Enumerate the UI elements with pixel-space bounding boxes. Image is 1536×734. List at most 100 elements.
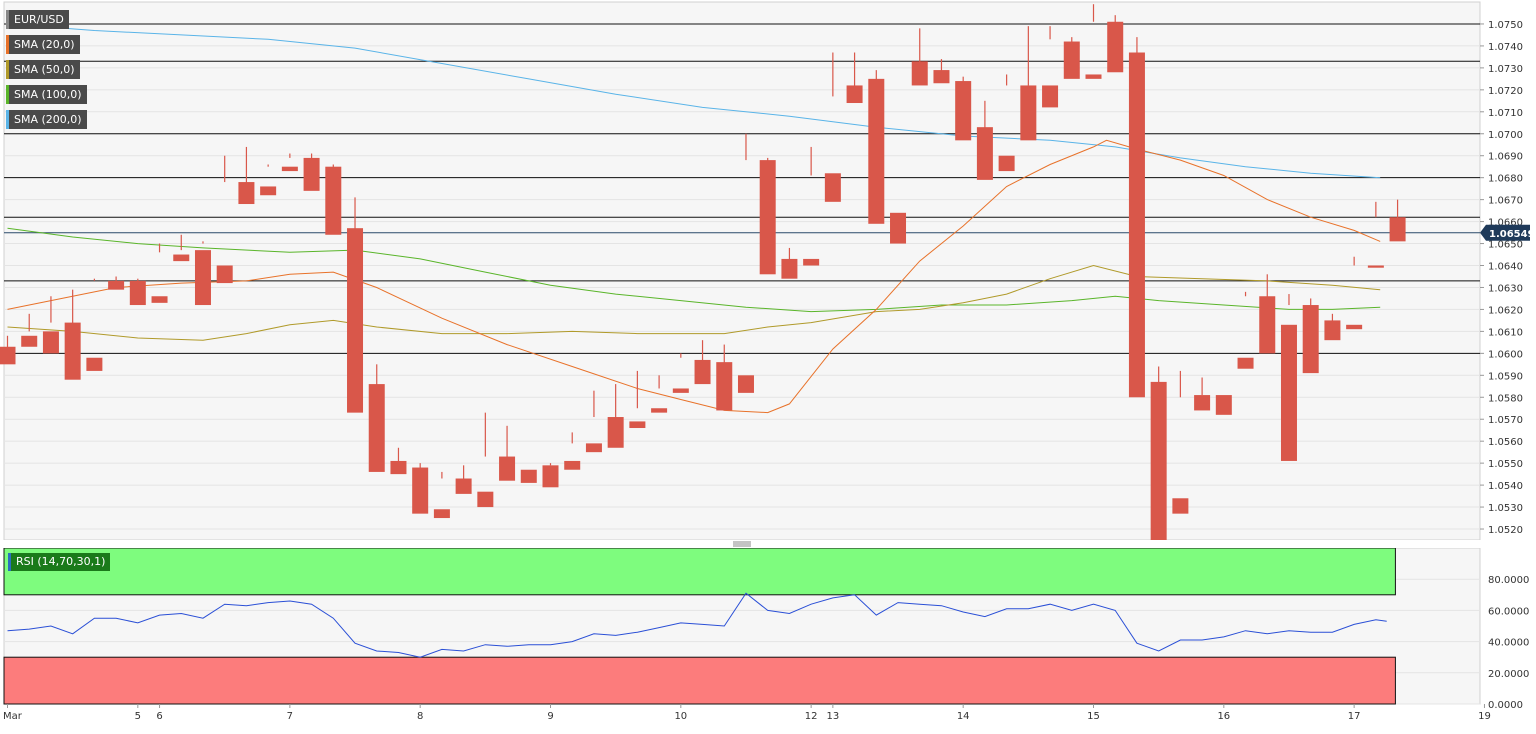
candle-body[interactable]: [803, 258, 820, 266]
candle-body[interactable]: [824, 173, 841, 202]
candle-body[interactable]: [564, 460, 581, 470]
legend-sma50[interactable]: SMA (50,0): [6, 60, 87, 79]
candle-body[interactable]: [607, 417, 624, 448]
candle-body[interactable]: [0, 346, 16, 365]
candle-body[interactable]: [998, 155, 1015, 172]
candle-body[interactable]: [955, 81, 972, 141]
price-tick-label: 1.0520: [1488, 525, 1523, 536]
candle-body[interactable]: [651, 408, 668, 413]
time-tick-label: 15: [1087, 711, 1100, 722]
candle-body[interactable]: [1194, 395, 1211, 411]
candle-body[interactable]: [1128, 52, 1145, 398]
candle-body[interactable]: [173, 254, 190, 262]
candle-body[interactable]: [716, 362, 733, 411]
legend-sma100[interactable]: SMA (100,0): [6, 85, 87, 104]
candle-body[interactable]: [1107, 21, 1124, 73]
candle-body[interactable]: [303, 157, 320, 191]
candle-body[interactable]: [1150, 381, 1167, 540]
candle-body[interactable]: [520, 469, 537, 483]
candle-body[interactable]: [151, 296, 168, 303]
price-tick-label: 1.0570: [1488, 415, 1523, 426]
candle-body[interactable]: [1237, 357, 1254, 369]
candle-body[interactable]: [260, 186, 277, 196]
time-tick-label: 19: [1478, 711, 1491, 722]
symbol-tag: EUR/USD: [6, 10, 87, 29]
candle-body[interactable]: [890, 212, 907, 244]
candle-body[interactable]: [433, 509, 450, 519]
sma50-label: SMA (50,0): [9, 60, 80, 79]
time-tick-label: 5: [135, 711, 141, 722]
candle-body[interactable]: [129, 280, 146, 306]
candle-body[interactable]: [1172, 498, 1189, 514]
time-tick-label: 7: [287, 711, 293, 722]
candle-body[interactable]: [368, 384, 385, 472]
candle-body[interactable]: [86, 357, 103, 371]
legend-sma20[interactable]: SMA (20,0): [6, 35, 87, 54]
candle-body[interactable]: [1302, 305, 1319, 374]
candle-body[interactable]: [781, 258, 798, 279]
rsi-overbought-zone: [3, 547, 1396, 596]
rsi-tick-label: 60.0000: [1488, 606, 1529, 617]
sma50-swatch: [6, 60, 9, 79]
candle-body[interactable]: [1020, 85, 1037, 141]
sma50-line: [7, 264, 1381, 341]
rsi-tick-label: 80.0000: [1488, 575, 1529, 586]
candle-body[interactable]: [64, 322, 81, 380]
price-tick-label: 1.0640: [1488, 262, 1523, 273]
candle-body[interactable]: [108, 280, 125, 290]
panel-splitter-handle[interactable]: [0, 540, 1536, 548]
price-tick-label: 1.0550: [1488, 459, 1523, 470]
candle-body[interactable]: [21, 335, 38, 347]
sma20-label: SMA (20,0): [9, 35, 80, 54]
candle-body[interactable]: [629, 421, 646, 429]
candle-body[interactable]: [759, 160, 776, 275]
price-tick-label: 1.0540: [1488, 481, 1523, 492]
last-price-label: 1.06549: [1489, 229, 1535, 240]
price-tick-label: 1.0700: [1488, 130, 1523, 141]
rsi-legend[interactable]: RSI (14,70,30,1): [8, 553, 111, 571]
candle-body[interactable]: [412, 467, 429, 514]
candle-body[interactable]: [1346, 324, 1363, 330]
candle-body[interactable]: [1280, 324, 1297, 461]
time-axis: Mar 5 6 7 8 9 10 12 13 14 15 16 17 19: [3, 704, 1491, 722]
candle-body[interactable]: [542, 465, 559, 488]
candle-body[interactable]: [281, 166, 298, 172]
sma200-swatch: [6, 110, 9, 129]
price-tick-label: 1.0730: [1488, 64, 1523, 75]
candle-body[interactable]: [585, 443, 602, 453]
candle-body[interactable]: [1324, 320, 1341, 341]
price-tick-label: 1.0610: [1488, 327, 1523, 338]
candles[interactable]: [0, 4, 1406, 540]
candle-body[interactable]: [1389, 217, 1406, 242]
candle-body[interactable]: [347, 228, 364, 413]
candle-body[interactable]: [1063, 41, 1080, 79]
candle-body[interactable]: [1042, 85, 1059, 108]
horizontal-levels: [4, 23, 1480, 354]
candle-body[interactable]: [1367, 265, 1384, 268]
candle-body[interactable]: [477, 491, 494, 508]
candle-body[interactable]: [1085, 74, 1102, 79]
candle-body[interactable]: [499, 456, 516, 481]
candle-body[interactable]: [911, 61, 928, 86]
candle-body[interactable]: [868, 78, 885, 224]
candle-body[interactable]: [672, 388, 689, 393]
price-tick-label: 1.0660: [1488, 218, 1523, 229]
candle-body[interactable]: [238, 182, 255, 205]
rsi-tick-label: 20.0000: [1488, 669, 1529, 680]
legend-sma200[interactable]: SMA (200,0): [6, 110, 87, 129]
candle-body[interactable]: [455, 478, 472, 494]
candle-body[interactable]: [933, 70, 950, 84]
sma100-swatch: [6, 85, 9, 104]
candle-body[interactable]: [976, 127, 993, 180]
candle-body[interactable]: [390, 460, 407, 475]
candle-body[interactable]: [194, 250, 211, 306]
candle-body[interactable]: [325, 166, 342, 235]
candle-body[interactable]: [216, 265, 233, 284]
candle-body[interactable]: [42, 331, 59, 354]
candle-body[interactable]: [737, 375, 754, 393]
candle-body[interactable]: [694, 359, 711, 385]
candle-body[interactable]: [1215, 395, 1232, 415]
candle-body[interactable]: [846, 85, 863, 104]
candle-body[interactable]: [1259, 296, 1276, 354]
